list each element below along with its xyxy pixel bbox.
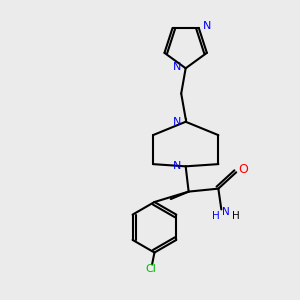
- Text: N: N: [203, 22, 211, 32]
- Text: N: N: [222, 207, 230, 218]
- Text: N: N: [172, 117, 181, 127]
- Text: Cl: Cl: [145, 264, 156, 274]
- Text: H: H: [212, 211, 220, 221]
- Text: O: O: [239, 163, 249, 176]
- Text: N: N: [173, 62, 182, 72]
- Text: N: N: [172, 161, 181, 171]
- Text: H: H: [232, 211, 240, 221]
